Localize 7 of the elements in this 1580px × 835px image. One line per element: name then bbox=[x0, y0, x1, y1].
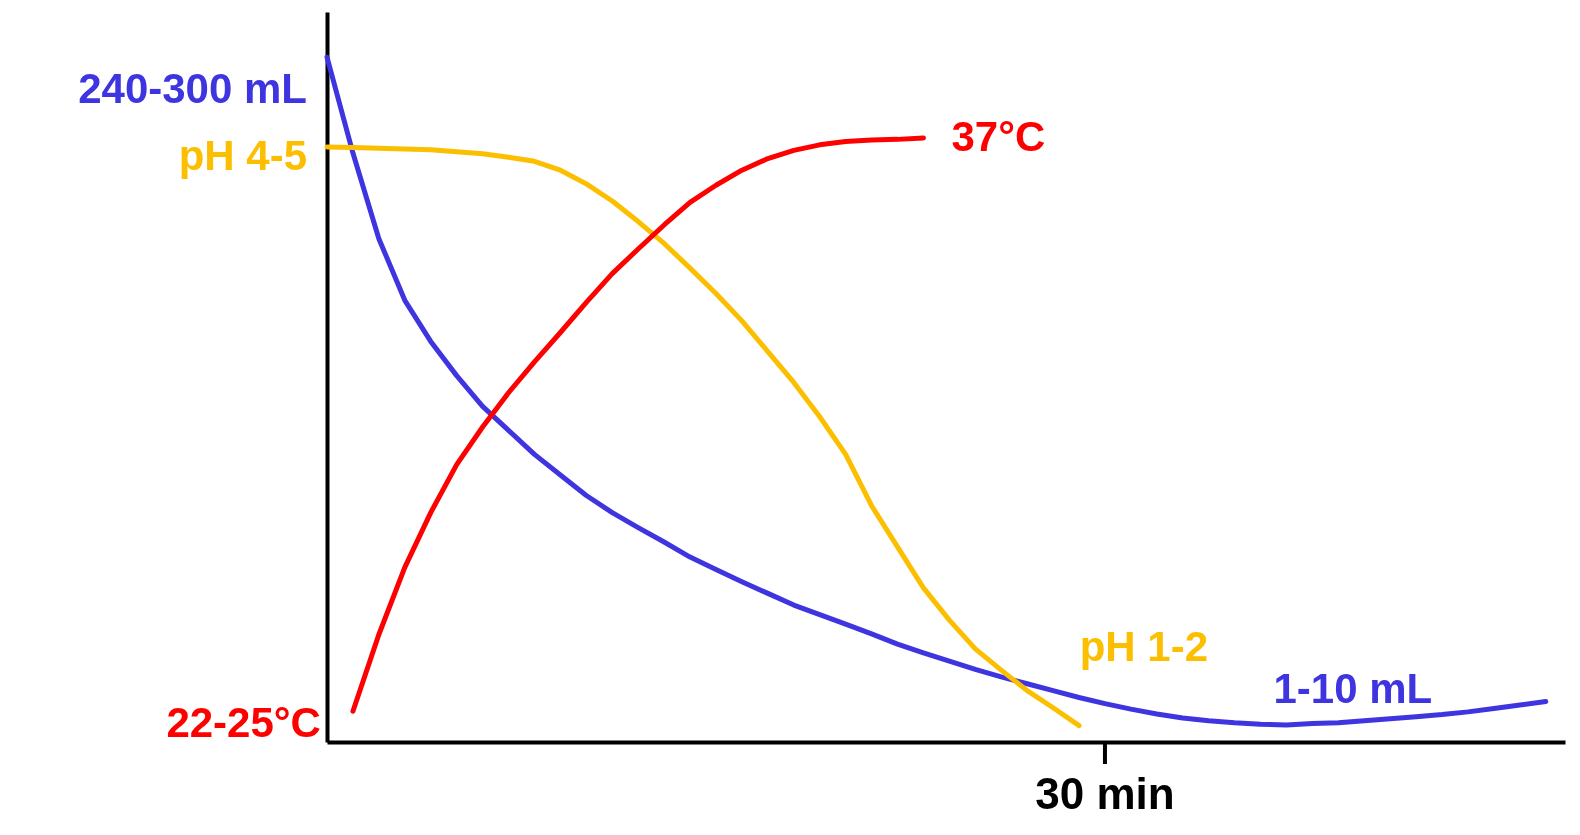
text: 240-300 mL bbox=[78, 65, 307, 113]
annotation: 1-10 mL bbox=[1273, 664, 1433, 712]
text: 22-25°C bbox=[166, 699, 321, 747]
annotation: pH 1-2 bbox=[1079, 622, 1209, 670]
text: pH 4-5 bbox=[178, 131, 307, 179]
text: 30 min bbox=[1035, 769, 1175, 818]
annotation: 37°C bbox=[951, 113, 1046, 160]
